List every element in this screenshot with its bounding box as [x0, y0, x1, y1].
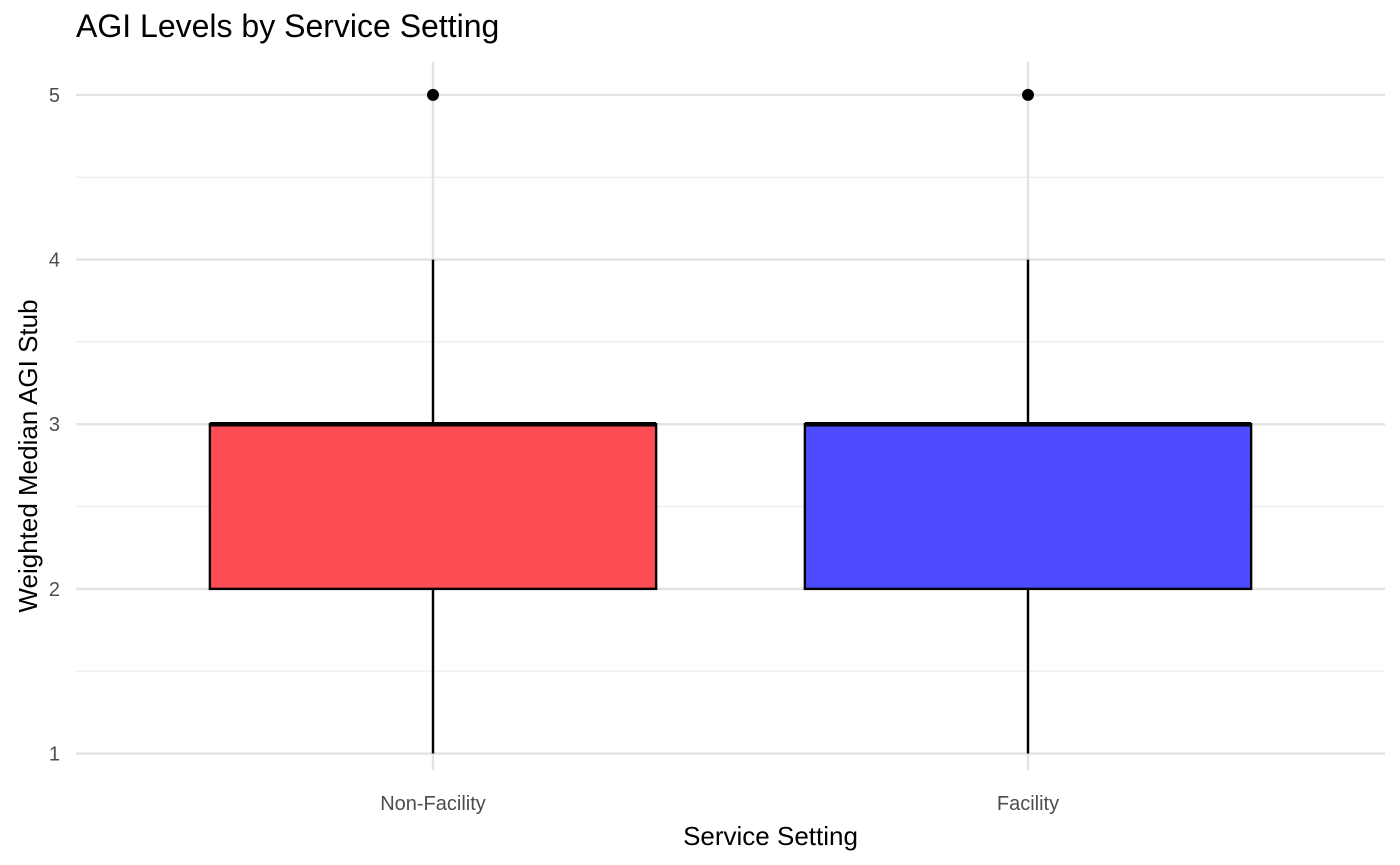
y-axis-title: Weighted Median AGI Stub — [13, 299, 43, 612]
y-tick-label: 1 — [49, 744, 60, 766]
iqr-box — [208, 423, 658, 591]
y-tick-label: 4 — [49, 250, 60, 272]
x-axis-title: Service Setting — [683, 821, 858, 851]
boxes — [208, 88, 1253, 754]
x-axis-ticks: Non-Facility Facility — [380, 793, 1059, 815]
y-tick-label: 3 — [49, 414, 60, 436]
outlier-point — [427, 88, 439, 101]
y-tick-label: 2 — [49, 579, 60, 601]
chart-title: AGI Levels by Service Setting — [76, 8, 500, 44]
x-tick-label: Facility — [997, 793, 1059, 815]
gridlines — [76, 62, 1385, 770]
box-non-facility — [208, 88, 658, 754]
y-axis-ticks: 1 2 3 4 5 — [49, 85, 60, 766]
y-tick-label: 5 — [49, 85, 60, 107]
outlier-point — [1022, 88, 1034, 101]
iqr-box — [803, 423, 1253, 591]
x-tick-label: Non-Facility — [380, 793, 486, 815]
box-facility — [803, 88, 1253, 754]
